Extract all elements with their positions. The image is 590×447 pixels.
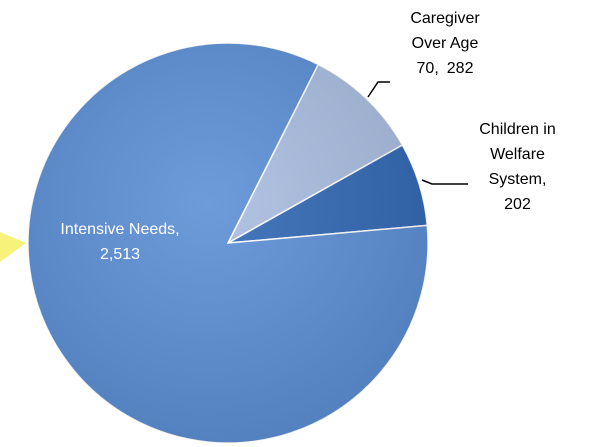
callout-pointer <box>0 232 26 262</box>
value-label: 2,513 <box>99 246 141 263</box>
leader-line <box>367 81 390 98</box>
value-label: 282 <box>446 60 474 77</box>
data-label: Children in Welfare System, 202 <box>460 117 575 217</box>
leader-line <box>421 179 468 185</box>
category-label: Intensive Needs, <box>60 221 180 238</box>
value-label: 202 <box>504 196 531 213</box>
category-label: Children in Welfare System, <box>479 121 556 188</box>
data-label: Intensive Needs, 2,513 <box>60 217 180 267</box>
data-label: Caregiver Over Age 70, 282 <box>395 6 495 81</box>
category-label: Caregiver Over Age 70, <box>410 10 480 77</box>
